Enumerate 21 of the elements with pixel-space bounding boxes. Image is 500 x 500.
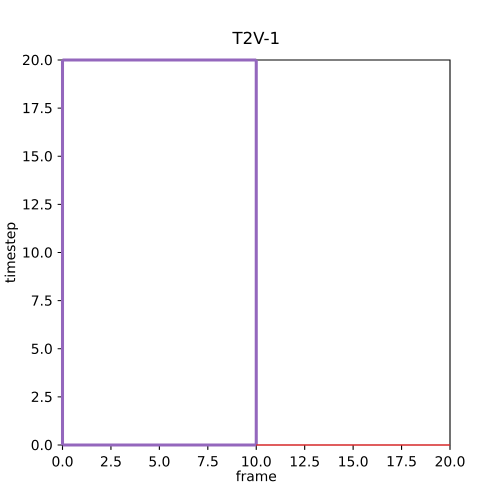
y-tick-label: 7.5 [32, 295, 52, 306]
y-tick-label: 20.0 [22, 54, 52, 66]
x-tick-label: 0.0 [52, 456, 73, 467]
chart-title: T2V-1 [232, 32, 279, 44]
y-tick-label: 2.5 [32, 392, 52, 402]
y-tick-label: 15.0 [23, 151, 52, 162]
x-tick-label: 15.0 [339, 456, 368, 467]
x-tick-label: 2.5 [100, 456, 121, 467]
x-axis-title: frame [236, 470, 276, 482]
y-axis-title: timestep [4, 222, 18, 283]
y-tick-label: 10.0 [23, 247, 52, 258]
y-tick-label: 5.0 [32, 344, 52, 354]
y-tick-label: 17.5 [23, 102, 52, 114]
x-tick-label: 7.5 [198, 456, 218, 466]
x-tick-label: 12.5 [290, 456, 319, 467]
y-tick-label: 0.0 [32, 440, 52, 450]
x-tick-label: 20.0 [436, 456, 464, 467]
x-tick-label: 5.0 [149, 456, 170, 467]
x-tick-label: 10.0 [242, 456, 271, 467]
y-tick-label: 12.5 [23, 199, 52, 210]
x-tick-label: 17.5 [388, 456, 416, 466]
